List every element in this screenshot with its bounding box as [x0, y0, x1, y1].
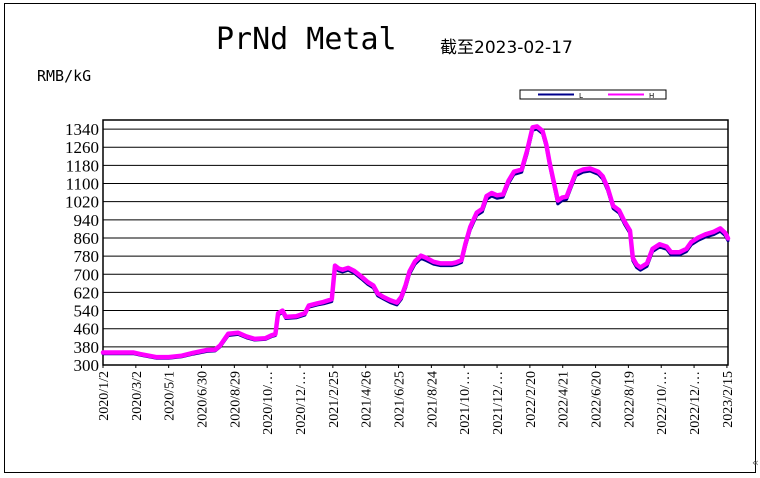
corner-mark: «	[752, 456, 759, 469]
x-tick-label: 2022/10/…	[655, 371, 670, 435]
legend-label-h: H	[649, 92, 654, 100]
y-tick-label: 1260	[65, 138, 99, 157]
y-tick-label: 1100	[66, 175, 99, 194]
y-tick-label: 620	[74, 283, 100, 302]
chart-subtitle: 截至2023-02-17	[440, 38, 573, 58]
x-tick-label: 2021/10/…	[458, 371, 473, 435]
y-tick-label: 1020	[65, 193, 99, 212]
y-axis-unit: RMB/kG	[37, 67, 92, 85]
legend-box	[519, 89, 667, 100]
x-tick-label: 2020/1/2	[97, 371, 112, 421]
y-tick-label: 540	[74, 302, 100, 321]
y-tick-label: 780	[74, 247, 100, 266]
x-tick-label: 2020/6/30	[196, 371, 211, 428]
x-tick-label: 2021/2/25	[327, 371, 342, 428]
x-tick-label: 2020/12/…	[294, 371, 309, 435]
x-tick-label: 2020/5/1	[163, 371, 178, 421]
x-tick-label: 2023/2/15	[721, 371, 736, 428]
plot-border	[102, 119, 729, 366]
x-tick-label: 2022/2/20	[524, 371, 539, 428]
x-tick-label: 2020/3/2	[130, 371, 145, 421]
x-tick-label: 2021/12/…	[491, 371, 506, 435]
x-tick-label: 2020/8/29	[228, 371, 243, 428]
y-tick-label: 380	[74, 338, 100, 357]
y-tick-label: 1180	[66, 156, 99, 175]
x-tick-label: 2022/4/21	[557, 371, 572, 428]
x-tick-label: 2021/4/26	[360, 371, 375, 428]
y-tick-label: 300	[74, 356, 100, 375]
x-tick-label: 2022/6/20	[590, 371, 605, 428]
y-tick-label: 1340	[65, 120, 99, 139]
y-tick-label: 860	[74, 229, 100, 248]
x-tick-label: 2021/6/25	[393, 371, 408, 428]
x-tick-label: 2021/8/24	[425, 371, 440, 428]
legend: L H	[519, 89, 667, 100]
x-tick-label: 2020/10/…	[261, 371, 276, 435]
legend-label-l: L	[579, 92, 583, 100]
y-tick-label: 940	[74, 211, 100, 230]
plot-area: 3003804605406207007808609401020110011801…	[65, 119, 736, 435]
series-line-h	[100, 124, 731, 360]
y-tick-label: 460	[74, 320, 100, 339]
x-tick-label: 2022/8/19	[622, 371, 637, 428]
x-tick-label: 2022/12/…	[688, 371, 703, 435]
y-tick-label: 700	[74, 265, 100, 284]
chart-title: PrNd Metal	[216, 22, 397, 57]
